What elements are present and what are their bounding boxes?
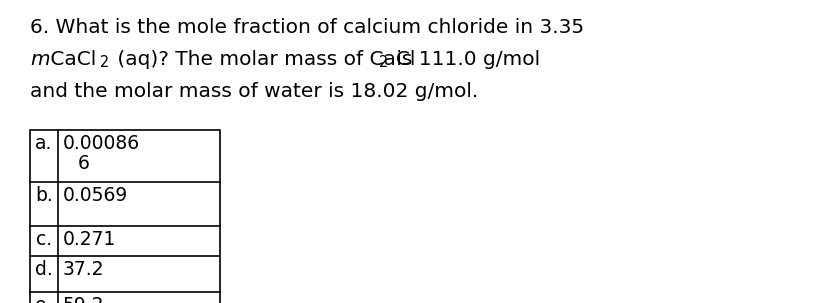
Text: 0.271: 0.271 — [63, 230, 117, 249]
Text: 0.00086: 0.00086 — [63, 134, 140, 153]
Text: m: m — [30, 50, 50, 69]
Text: b.: b. — [35, 186, 53, 205]
Text: d.: d. — [35, 260, 53, 279]
Text: (aq)? The molar mass of CaCl: (aq)? The molar mass of CaCl — [111, 50, 415, 69]
Text: 2: 2 — [379, 55, 388, 70]
Text: 6: 6 — [78, 154, 90, 173]
Text: 2: 2 — [100, 55, 109, 70]
Text: and the molar mass of water is 18.02 g/mol.: and the molar mass of water is 18.02 g/m… — [30, 82, 478, 101]
Text: a.: a. — [36, 134, 53, 153]
Bar — [30, 130, 220, 303]
Text: is 111.0 g/mol: is 111.0 g/mol — [390, 50, 539, 69]
Text: 59.2: 59.2 — [63, 296, 104, 303]
Text: 6. What is the mole fraction of calcium chloride in 3.35: 6. What is the mole fraction of calcium … — [30, 18, 583, 37]
Text: 0.0569: 0.0569 — [63, 186, 128, 205]
Text: e.: e. — [36, 296, 53, 303]
Text: CaCl: CaCl — [44, 50, 96, 69]
Text: 37.2: 37.2 — [63, 260, 104, 279]
Text: c.: c. — [36, 230, 52, 249]
